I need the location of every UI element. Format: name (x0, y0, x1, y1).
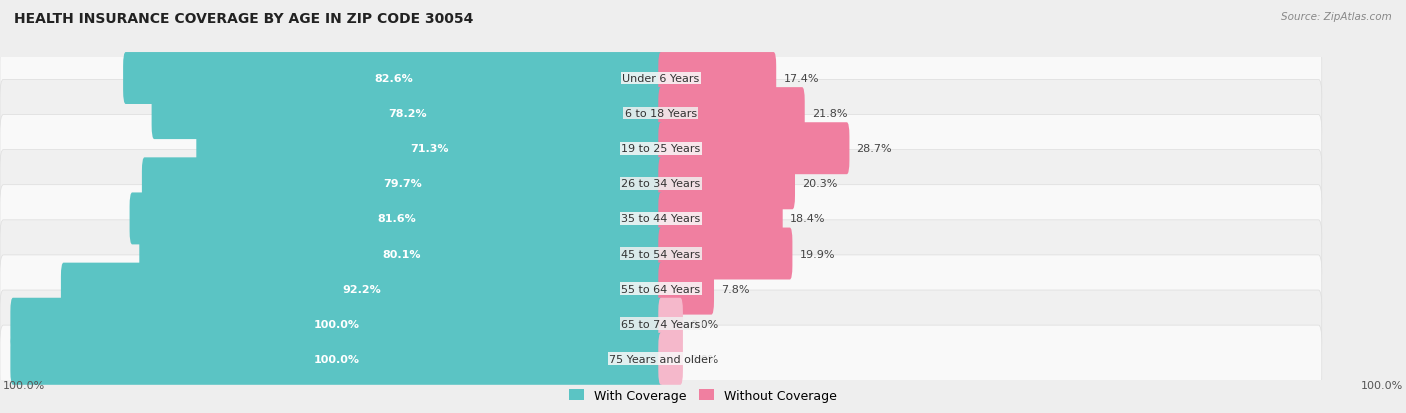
FancyBboxPatch shape (129, 193, 664, 245)
FancyBboxPatch shape (124, 53, 664, 105)
Text: 100.0%: 100.0% (314, 354, 360, 364)
FancyBboxPatch shape (658, 123, 849, 175)
Text: 82.6%: 82.6% (374, 74, 413, 84)
FancyBboxPatch shape (0, 290, 1322, 358)
FancyBboxPatch shape (0, 220, 1322, 287)
FancyBboxPatch shape (0, 255, 1322, 323)
Text: 100.0%: 100.0% (314, 319, 360, 329)
FancyBboxPatch shape (658, 53, 776, 105)
Text: 0.0%: 0.0% (690, 319, 718, 329)
FancyBboxPatch shape (658, 193, 783, 245)
Text: Source: ZipAtlas.com: Source: ZipAtlas.com (1281, 12, 1392, 22)
Text: 81.6%: 81.6% (377, 214, 416, 224)
FancyBboxPatch shape (0, 150, 1322, 218)
Text: 19 to 25 Years: 19 to 25 Years (621, 144, 700, 154)
Text: 45 to 54 Years: 45 to 54 Years (621, 249, 700, 259)
FancyBboxPatch shape (197, 123, 664, 175)
Text: 100.0%: 100.0% (1361, 380, 1403, 390)
FancyBboxPatch shape (142, 158, 664, 210)
FancyBboxPatch shape (10, 333, 664, 385)
Text: 21.8%: 21.8% (811, 109, 848, 119)
Text: 20.3%: 20.3% (803, 179, 838, 189)
FancyBboxPatch shape (658, 298, 683, 350)
Legend: With Coverage, Without Coverage: With Coverage, Without Coverage (564, 384, 842, 407)
Text: 55 to 64 Years: 55 to 64 Years (621, 284, 700, 294)
FancyBboxPatch shape (139, 228, 664, 280)
Text: 0.0%: 0.0% (690, 354, 718, 364)
FancyBboxPatch shape (658, 263, 714, 315)
FancyBboxPatch shape (152, 88, 664, 140)
FancyBboxPatch shape (658, 228, 793, 280)
FancyBboxPatch shape (0, 80, 1322, 147)
Text: 26 to 34 Years: 26 to 34 Years (621, 179, 700, 189)
Text: 6 to 18 Years: 6 to 18 Years (624, 109, 697, 119)
FancyBboxPatch shape (0, 325, 1322, 393)
Text: 78.2%: 78.2% (388, 109, 427, 119)
Text: 19.9%: 19.9% (800, 249, 835, 259)
FancyBboxPatch shape (0, 115, 1322, 183)
FancyBboxPatch shape (60, 263, 664, 315)
Text: 7.8%: 7.8% (721, 284, 749, 294)
Text: 17.4%: 17.4% (783, 74, 818, 84)
Text: 28.7%: 28.7% (856, 144, 893, 154)
FancyBboxPatch shape (0, 185, 1322, 252)
Text: 18.4%: 18.4% (790, 214, 825, 224)
Text: Under 6 Years: Under 6 Years (623, 74, 700, 84)
Text: 79.7%: 79.7% (384, 179, 422, 189)
Text: 92.2%: 92.2% (343, 284, 381, 294)
FancyBboxPatch shape (658, 88, 804, 140)
FancyBboxPatch shape (0, 45, 1322, 112)
Text: 71.3%: 71.3% (411, 144, 449, 154)
Text: HEALTH INSURANCE COVERAGE BY AGE IN ZIP CODE 30054: HEALTH INSURANCE COVERAGE BY AGE IN ZIP … (14, 12, 474, 26)
Text: 65 to 74 Years: 65 to 74 Years (621, 319, 700, 329)
FancyBboxPatch shape (658, 158, 794, 210)
Text: 35 to 44 Years: 35 to 44 Years (621, 214, 700, 224)
Text: 75 Years and older: 75 Years and older (609, 354, 713, 364)
Text: 80.1%: 80.1% (382, 249, 420, 259)
FancyBboxPatch shape (658, 333, 683, 385)
Text: 100.0%: 100.0% (3, 380, 45, 390)
FancyBboxPatch shape (10, 298, 664, 350)
